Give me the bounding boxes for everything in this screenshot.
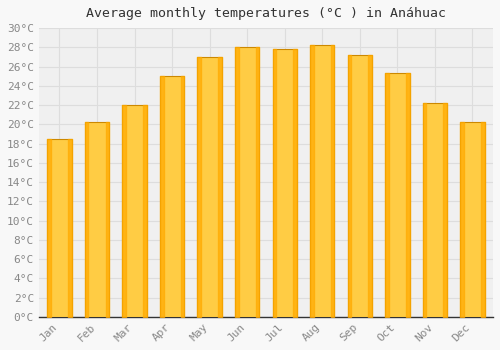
Bar [85, 122, 109, 317]
Bar [460, 122, 484, 317]
Bar [48, 139, 72, 317]
Bar [310, 46, 334, 317]
Title: Average monthly temperatures (°C ) in Anáhuac: Average monthly temperatures (°C ) in An… [86, 7, 446, 20]
Bar [198, 57, 222, 317]
Bar [122, 105, 146, 317]
Bar [348, 55, 372, 317]
Bar [160, 76, 184, 317]
Bar [422, 103, 447, 317]
Bar [235, 47, 260, 317]
Bar [272, 49, 297, 317]
Bar [385, 73, 409, 317]
